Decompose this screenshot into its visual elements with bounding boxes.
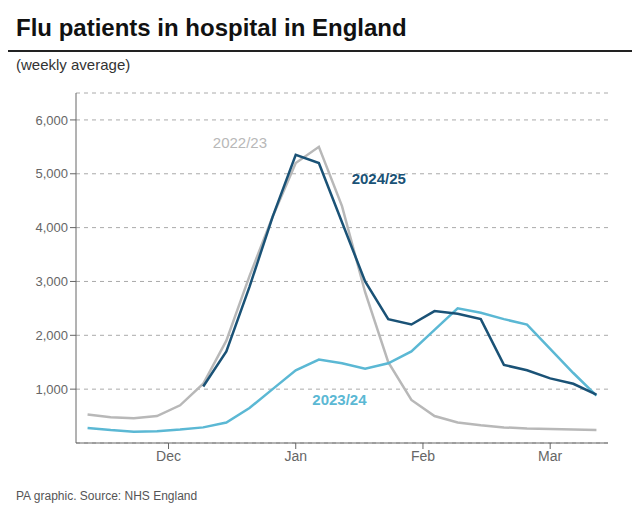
svg-text:Dec: Dec xyxy=(156,448,181,464)
svg-text:Feb: Feb xyxy=(411,448,435,464)
html-text:(weekly average): (weekly average) xyxy=(16,56,131,73)
svg-text:2022/23: 2022/23 xyxy=(213,134,267,151)
svg-text:2023/24: 2023/24 xyxy=(312,391,367,408)
svg-text:2,000: 2,000 xyxy=(35,328,68,343)
svg-text:Mar: Mar xyxy=(538,448,562,464)
svg-text:1,000: 1,000 xyxy=(35,382,68,397)
html-text:PA graphic. Source: NHS Englan: PA graphic. Source: NHS England xyxy=(16,489,198,503)
svg-text:Jan: Jan xyxy=(284,448,307,464)
svg-text:6,000: 6,000 xyxy=(35,113,68,128)
svg-text:3,000: 3,000 xyxy=(35,274,68,289)
svg-text:2024/25: 2024/25 xyxy=(352,170,406,187)
svg-text:4,000: 4,000 xyxy=(35,220,68,235)
svg-text:5,000: 5,000 xyxy=(35,166,68,181)
html-text:Flu patients in hospital in En: Flu patients in hospital in England xyxy=(16,14,407,41)
